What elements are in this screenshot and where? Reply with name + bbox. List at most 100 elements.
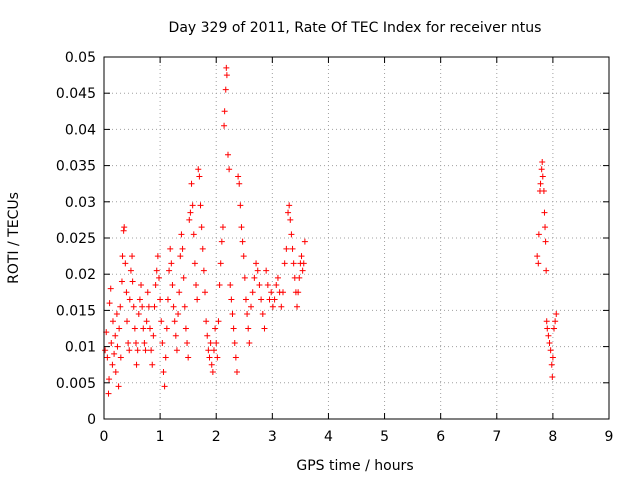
data-point bbox=[117, 354, 124, 361]
data-point bbox=[166, 267, 173, 274]
data-point bbox=[102, 347, 109, 354]
x-tick-label: 9 bbox=[605, 429, 614, 445]
data-point bbox=[121, 224, 128, 231]
data-point bbox=[233, 368, 240, 375]
data-point bbox=[241, 274, 248, 281]
data-point bbox=[203, 318, 210, 325]
data-point bbox=[126, 347, 133, 354]
data-point bbox=[184, 339, 191, 346]
data-point bbox=[238, 224, 245, 231]
data-point bbox=[181, 303, 188, 310]
data-point bbox=[253, 260, 260, 267]
data-point bbox=[289, 245, 296, 252]
data-point bbox=[105, 390, 112, 397]
data-point bbox=[242, 296, 249, 303]
data-point bbox=[157, 296, 164, 303]
data-point bbox=[240, 253, 247, 260]
data-point bbox=[196, 173, 203, 180]
x-axis-label: GPS time / hours bbox=[296, 458, 413, 474]
data-point bbox=[180, 274, 187, 281]
data-point bbox=[126, 296, 133, 303]
data-point bbox=[214, 354, 221, 361]
data-point bbox=[249, 289, 256, 296]
data-point bbox=[106, 300, 113, 307]
data-point bbox=[170, 303, 177, 310]
data-point bbox=[117, 303, 124, 310]
data-point bbox=[119, 253, 126, 260]
data-point bbox=[223, 64, 230, 71]
data-point bbox=[232, 354, 239, 361]
data-point bbox=[114, 343, 121, 350]
data-point bbox=[219, 224, 226, 231]
data-point bbox=[185, 354, 192, 361]
data-point bbox=[290, 260, 297, 267]
y-tick-label: 0.03 bbox=[65, 195, 96, 211]
data-point bbox=[120, 227, 127, 234]
data-point bbox=[537, 180, 544, 187]
data-point bbox=[158, 318, 165, 325]
data-point bbox=[279, 289, 286, 296]
y-tick-labels: 0 0.005 0.01 0.015 0.02 0.025 0.03 0.035 0.04 0.0… bbox=[56, 50, 96, 428]
data-point bbox=[542, 238, 549, 245]
y-tick-label: 0.01 bbox=[65, 340, 96, 356]
data-point bbox=[176, 289, 183, 296]
data-point bbox=[125, 339, 132, 346]
data-point bbox=[118, 278, 125, 285]
y-tick-label: 0.015 bbox=[56, 303, 96, 319]
data-point bbox=[167, 245, 174, 252]
data-point bbox=[546, 339, 553, 346]
data-point bbox=[239, 238, 246, 245]
x-tick-labels: 0 1 2 3 4 5 6 7 8 9 bbox=[100, 429, 614, 445]
data-point bbox=[245, 325, 252, 332]
data-point bbox=[150, 332, 157, 339]
data-point bbox=[216, 282, 223, 289]
data-point bbox=[278, 303, 285, 310]
data-point bbox=[111, 350, 118, 357]
data-point bbox=[108, 339, 115, 346]
data-point bbox=[204, 332, 211, 339]
data-point bbox=[263, 267, 270, 274]
chart-title: Day 329 of 2011, Rate Of TEC Index for r… bbox=[169, 20, 542, 36]
x-tick-label: 0 bbox=[100, 429, 109, 445]
data-point bbox=[296, 274, 303, 281]
data-point bbox=[189, 202, 196, 209]
data-point bbox=[231, 339, 238, 346]
data-point bbox=[244, 311, 251, 318]
data-point bbox=[217, 260, 224, 267]
data-point bbox=[268, 289, 275, 296]
data-point bbox=[195, 166, 202, 173]
data-point bbox=[269, 303, 276, 310]
data-point bbox=[254, 267, 261, 274]
data-point bbox=[209, 368, 216, 375]
data-point bbox=[168, 260, 175, 267]
data-point bbox=[198, 224, 205, 231]
data-point bbox=[172, 332, 179, 339]
data-point bbox=[162, 354, 169, 361]
data-point bbox=[266, 296, 273, 303]
data-point bbox=[161, 383, 168, 390]
data-point bbox=[182, 325, 189, 332]
data-point bbox=[542, 224, 549, 231]
data-point bbox=[142, 347, 149, 354]
data-point bbox=[132, 339, 139, 346]
data-point bbox=[273, 282, 280, 289]
data-point bbox=[122, 260, 129, 267]
x-tick-label: 8 bbox=[548, 429, 557, 445]
x-tick-label: 1 bbox=[156, 429, 165, 445]
y-axis-label: ROTI / TECUs bbox=[6, 192, 22, 284]
data-point bbox=[286, 202, 293, 209]
data-point bbox=[133, 361, 140, 368]
data-point bbox=[294, 303, 301, 310]
data-point bbox=[155, 274, 162, 281]
data-point bbox=[300, 260, 307, 267]
y-tick-label: 0 bbox=[87, 412, 96, 428]
data-point bbox=[225, 151, 232, 158]
data-point bbox=[223, 72, 230, 79]
data-point bbox=[299, 267, 306, 274]
data-point bbox=[145, 303, 152, 310]
data-point bbox=[163, 325, 170, 332]
data-point bbox=[227, 282, 234, 289]
data-point bbox=[549, 374, 556, 381]
data-point bbox=[538, 166, 545, 173]
data-point bbox=[200, 267, 207, 274]
